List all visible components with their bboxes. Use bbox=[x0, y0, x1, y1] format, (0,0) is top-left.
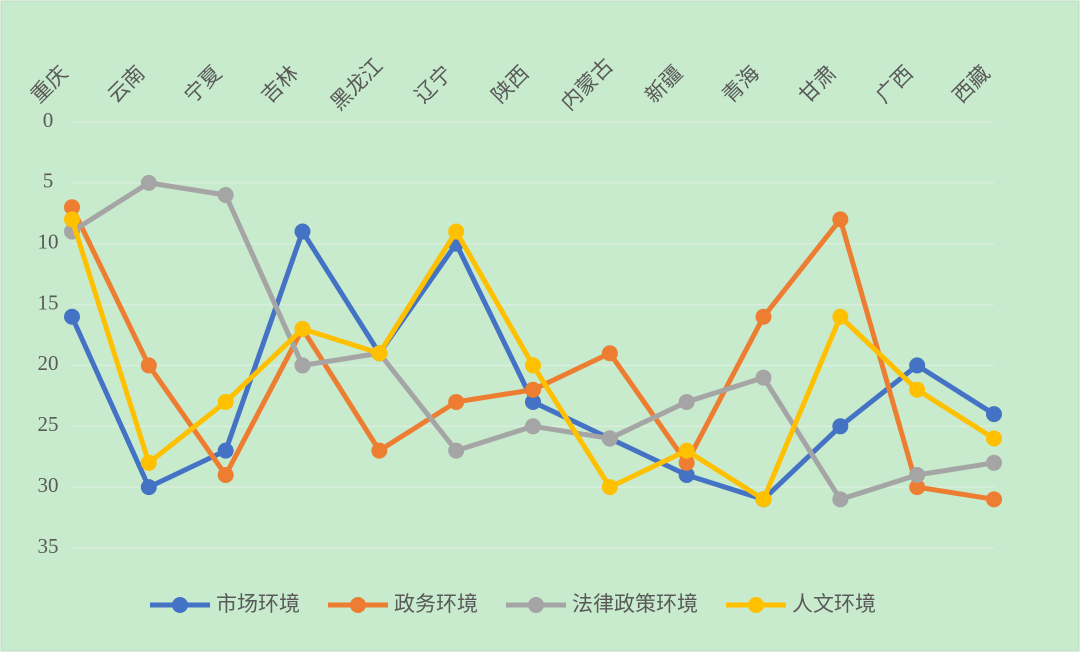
legend-marker bbox=[748, 597, 764, 613]
legend-marker bbox=[350, 597, 366, 613]
point bbox=[294, 320, 311, 337]
point bbox=[832, 211, 849, 228]
point bbox=[448, 442, 465, 459]
point bbox=[448, 393, 465, 410]
point bbox=[140, 454, 157, 471]
y-tick-label: 35 bbox=[38, 534, 59, 558]
point bbox=[755, 308, 772, 325]
y-tick-label: 15 bbox=[38, 290, 59, 314]
point bbox=[371, 442, 388, 459]
y-tick-label: 30 bbox=[38, 473, 59, 497]
point bbox=[755, 491, 772, 508]
point bbox=[678, 454, 695, 471]
legend-label: 人文环境 bbox=[792, 592, 876, 616]
point bbox=[678, 442, 695, 459]
legend-label: 政务环境 bbox=[394, 592, 478, 616]
point bbox=[986, 491, 1002, 508]
point bbox=[678, 466, 695, 483]
point bbox=[64, 308, 80, 325]
point bbox=[64, 211, 80, 228]
legend-label: 市场环境 bbox=[216, 592, 300, 616]
point bbox=[909, 479, 926, 496]
point bbox=[832, 308, 849, 325]
point bbox=[986, 454, 1002, 471]
point bbox=[140, 357, 157, 374]
point bbox=[601, 430, 618, 447]
point bbox=[601, 479, 618, 496]
point bbox=[140, 174, 157, 191]
legend-marker bbox=[172, 597, 188, 613]
y-tick-label: 10 bbox=[38, 230, 59, 254]
point bbox=[601, 345, 618, 362]
y-tick-label: 20 bbox=[38, 351, 59, 375]
point bbox=[525, 381, 541, 398]
point bbox=[217, 393, 234, 410]
point bbox=[448, 223, 465, 240]
point bbox=[909, 466, 926, 483]
point bbox=[986, 430, 1002, 447]
point bbox=[217, 442, 234, 459]
point bbox=[525, 418, 541, 435]
point bbox=[986, 406, 1002, 423]
point bbox=[64, 199, 80, 216]
point bbox=[525, 393, 541, 410]
point bbox=[140, 479, 157, 496]
y-tick-label: 0 bbox=[43, 108, 54, 132]
point bbox=[217, 466, 234, 483]
point bbox=[294, 357, 311, 374]
point bbox=[294, 223, 311, 240]
point bbox=[525, 357, 541, 374]
point bbox=[217, 187, 234, 204]
legend-marker bbox=[528, 597, 544, 613]
point bbox=[755, 369, 772, 386]
point bbox=[678, 393, 695, 410]
point bbox=[371, 345, 388, 362]
point bbox=[832, 418, 849, 435]
point bbox=[909, 381, 926, 398]
y-tick-label: 5 bbox=[43, 169, 54, 193]
point bbox=[832, 491, 849, 508]
y-tick-label: 25 bbox=[38, 412, 59, 436]
legend-label: 法律政策环境 bbox=[572, 592, 698, 616]
point bbox=[909, 357, 926, 374]
